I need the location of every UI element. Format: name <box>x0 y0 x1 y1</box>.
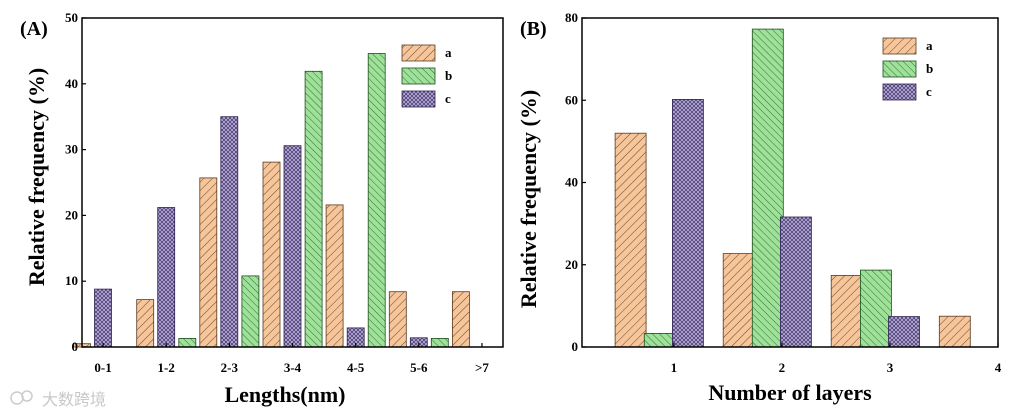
legend-label-b-a: a <box>926 38 933 53</box>
ytick-label-a-3: 30 <box>65 142 78 157</box>
ytick-label-b-0: 0 <box>572 339 579 354</box>
ytick-label-a-2: 20 <box>65 207 78 222</box>
legend-label-a-c: c <box>445 91 451 106</box>
bar-a-b-4 <box>367 53 386 348</box>
xtick-label-a-2: 2-3 <box>221 360 239 375</box>
ytick-label-b-2: 40 <box>565 175 578 190</box>
bar-b-a-0 <box>614 132 647 348</box>
xtick-label-a-1: 1-2 <box>158 360 175 375</box>
bar-a-c-1 <box>157 207 176 348</box>
bar-a-a-1 <box>136 299 155 348</box>
panel-b: (B) Relative frequency (%) Number of lay… <box>516 10 1002 405</box>
bar-b-a-1 <box>722 253 755 348</box>
bar-a-a-4 <box>325 204 344 348</box>
bar-a-a-2 <box>199 177 218 348</box>
legend-swatch-b-b <box>882 60 917 78</box>
bar-a-b-3 <box>304 70 323 348</box>
ytick-label-b-3: 60 <box>565 92 578 107</box>
ytick-label-a-0: 0 <box>72 339 79 354</box>
legend-swatch-a-a <box>401 44 436 62</box>
bar-b-b-2 <box>860 269 892 348</box>
bar-a-b-2 <box>241 275 260 348</box>
bar-a-c-3 <box>283 145 302 348</box>
bar-b-c-1 <box>780 216 812 348</box>
legend-label-a-a: a <box>445 45 452 60</box>
bar-b-c-0 <box>672 99 704 348</box>
bar-b-a-2 <box>830 274 863 348</box>
panel-a: (A) Relative frequency (%) Lengths(nm) 0… <box>20 10 504 407</box>
bar-b-b-1 <box>751 28 784 348</box>
bar-b-b-0 <box>643 332 676 348</box>
ytick-label-b-4: 80 <box>565 10 578 25</box>
legend-label-b-c: c <box>926 84 932 99</box>
xtick-label-a-3: 3-4 <box>284 360 302 375</box>
ytick-label-a-5: 50 <box>65 10 78 25</box>
panel-a-xlabel: Lengths(nm) <box>224 382 345 407</box>
bar-a-a-6 <box>451 291 470 348</box>
legend-label-a-b: b <box>445 68 452 83</box>
xtick-label-a-5: 5-6 <box>410 360 428 375</box>
xtick-label-b-1: 2 <box>779 360 786 375</box>
watermark: 大数跨境 <box>10 390 106 409</box>
legend-swatch-b-c <box>882 83 917 101</box>
panel-b-label: (B) <box>520 18 547 40</box>
xtick-label-a-4: 4-5 <box>347 360 365 375</box>
legend-swatch-a-b <box>401 67 436 85</box>
panel-b-ylabel: Relative frequency (%) <box>516 90 541 308</box>
ytick-label-a-1: 10 <box>65 273 78 288</box>
bar-b-a-3 <box>938 315 971 348</box>
panel-a-ylabel: Relative frequency (%) <box>24 68 49 286</box>
legend-label-b-b: b <box>926 61 933 76</box>
ytick-label-a-4: 40 <box>65 76 78 91</box>
legend-swatch-b-a <box>882 37 917 55</box>
xtick-label-b-2: 3 <box>887 360 894 375</box>
xtick-label-a-0: 0-1 <box>94 360 111 375</box>
bar-a-b-1 <box>178 337 197 348</box>
panel-a-legend: abc <box>401 44 452 108</box>
bar-b-c-2 <box>888 316 920 348</box>
watermark-text: 大数跨境 <box>42 390 106 409</box>
bar-a-c-2 <box>220 116 239 348</box>
xtick-label-b-0: 1 <box>671 360 678 375</box>
bar-a-a-5 <box>388 291 407 348</box>
panel-a-label: (A) <box>20 18 48 40</box>
ytick-label-b-1: 20 <box>565 257 578 272</box>
xtick-label-a-6: >7 <box>475 360 489 375</box>
panel-b-xlabel: Number of layers <box>708 380 872 405</box>
bar-a-b-5 <box>430 337 449 348</box>
xtick-label-b-3: 4 <box>995 360 1002 375</box>
bar-a-a-3 <box>262 161 281 348</box>
legend-swatch-a-c <box>401 90 436 108</box>
watermark-logo-icon <box>10 391 24 405</box>
bar-a-c-0 <box>94 288 112 348</box>
panel-b-legend: abc <box>882 37 933 101</box>
